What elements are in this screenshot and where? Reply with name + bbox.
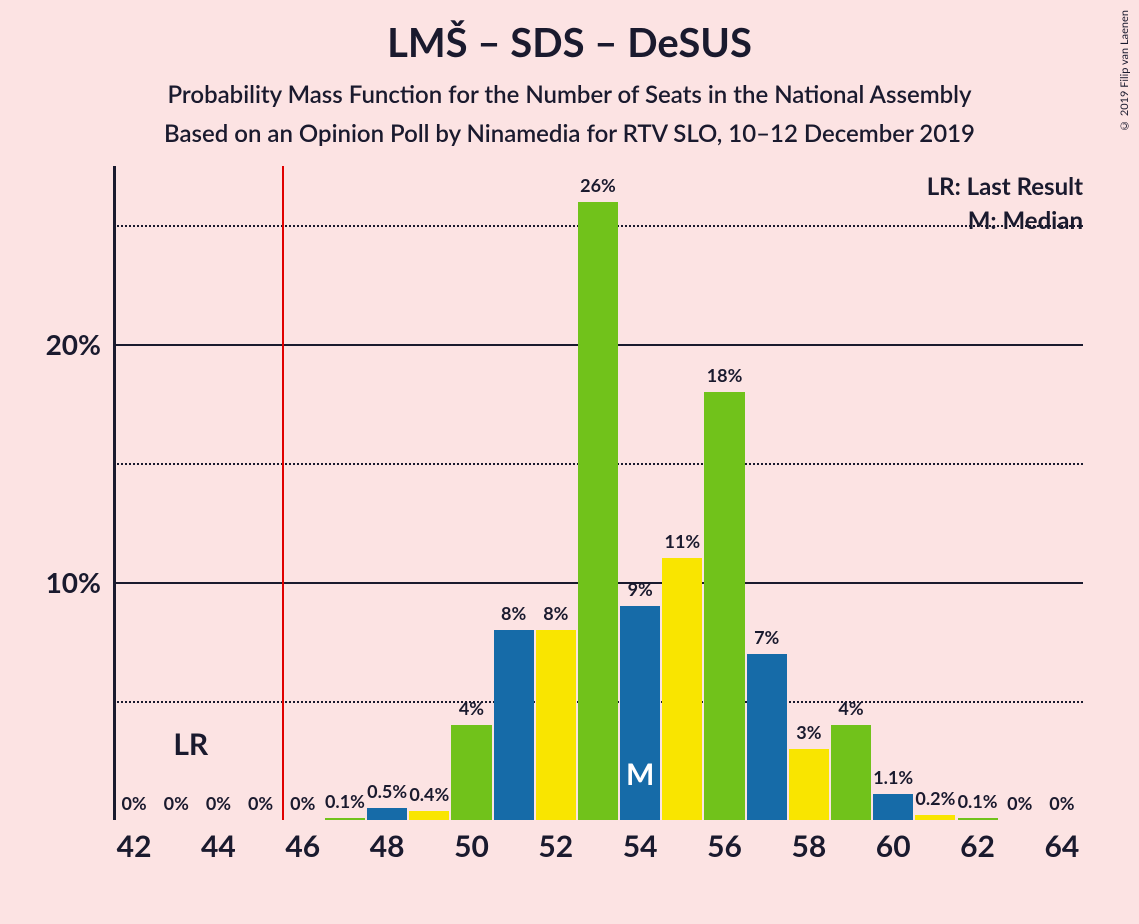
bar: 1.1% xyxy=(873,794,913,820)
bar-value-label: 11% xyxy=(665,530,701,552)
x-tick-label: 56 xyxy=(707,828,742,864)
bar: 0.1% xyxy=(325,818,365,820)
bar-value-label: 0% xyxy=(1007,792,1032,814)
bar-value-label: 0% xyxy=(206,792,231,814)
bar: 0.1% xyxy=(958,818,998,820)
legend-lr: LR: Last Result xyxy=(927,172,1083,201)
last-result-line xyxy=(282,166,284,820)
bar-value-label: 0% xyxy=(290,792,315,814)
x-tick-label: 42 xyxy=(117,828,152,864)
chart-subtitle-1: Probability Mass Function for the Number… xyxy=(0,80,1139,109)
bar: 11% xyxy=(662,558,702,820)
bar: 26% xyxy=(578,202,618,820)
median-marker: M xyxy=(626,756,654,792)
bar: 7% xyxy=(747,654,787,820)
bar-value-label: 9% xyxy=(628,578,653,600)
bar-value-label: 0.1% xyxy=(958,790,998,812)
bar: 3% xyxy=(789,749,829,820)
x-tick-label: 58 xyxy=(791,828,826,864)
bar: 0.2% xyxy=(915,815,955,820)
bar-value-label: 4% xyxy=(459,697,484,719)
x-tick-label: 44 xyxy=(201,828,236,864)
bar-value-label: 3% xyxy=(796,721,821,743)
bar-value-label: 1.1% xyxy=(873,766,913,788)
last-result-label: LR xyxy=(173,726,208,762)
bar: 4% xyxy=(451,725,491,820)
bar-value-label: 0% xyxy=(164,792,189,814)
bar: 8% xyxy=(536,630,576,820)
y-tick-label: 20% xyxy=(46,327,101,361)
bar-value-label: 0% xyxy=(1049,792,1074,814)
y-tick-label: 10% xyxy=(46,565,101,599)
bar-value-label: 4% xyxy=(838,697,863,719)
bar-value-label: 0% xyxy=(248,792,273,814)
x-tick-label: 64 xyxy=(1045,828,1080,864)
x-tick-label: 50 xyxy=(454,828,489,864)
legend-median: M: Median xyxy=(968,206,1083,235)
bar-value-label: 26% xyxy=(580,174,616,196)
x-tick-label: 54 xyxy=(623,828,658,864)
bar-value-label: 18% xyxy=(707,364,743,386)
bar-value-label: 0.2% xyxy=(915,787,955,809)
bar: 0.4% xyxy=(409,811,449,821)
x-tick-label: 60 xyxy=(876,828,911,864)
bar-value-label: 0% xyxy=(121,792,146,814)
bar-value-label: 0.4% xyxy=(409,783,449,805)
x-tick-label: 52 xyxy=(538,828,573,864)
chart-plot-area: 10%20% 424446485052545658606264 0%0%0%0%… xyxy=(113,166,1083,820)
bar: 4% xyxy=(831,725,871,820)
bar: 18% xyxy=(704,392,744,820)
bar-value-label: 7% xyxy=(754,626,779,648)
x-tick-label: 46 xyxy=(285,828,320,864)
y-axis xyxy=(113,166,116,820)
bar-value-label: 8% xyxy=(543,602,568,624)
bar-value-label: 0.5% xyxy=(367,780,407,802)
bar: 8% xyxy=(494,630,534,820)
x-tick-label: 62 xyxy=(960,828,995,864)
chart-title: LMŠ – SDS – DeSUS xyxy=(0,0,1139,66)
chart-subtitle-2: Based on an Opinion Poll by Ninamedia fo… xyxy=(0,119,1139,148)
bar: 0.5% xyxy=(367,808,407,820)
copyright-text: © 2019 Filip van Laenen xyxy=(1118,10,1131,132)
x-tick-label: 48 xyxy=(370,828,405,864)
bar-value-label: 8% xyxy=(501,602,526,624)
bar-value-label: 0.1% xyxy=(325,790,365,812)
